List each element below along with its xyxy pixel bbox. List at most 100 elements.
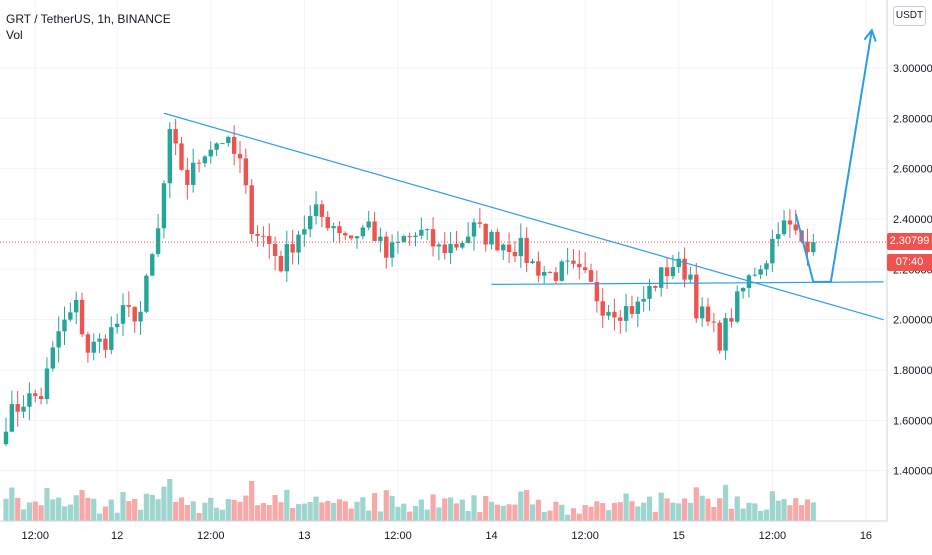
candle-body <box>366 221 371 228</box>
volume-indicator-label[interactable]: Vol <box>6 28 23 42</box>
volume-bar <box>775 500 781 521</box>
volume-bar <box>430 494 436 521</box>
candle-body <box>267 236 272 244</box>
candle-body <box>776 234 781 239</box>
candle-body <box>770 238 775 264</box>
volume-bar <box>746 502 752 521</box>
candle-body <box>261 235 266 237</box>
candle-body <box>717 322 722 351</box>
candle-body <box>44 368 50 400</box>
candle-body <box>237 153 243 159</box>
volume-bar <box>488 501 495 521</box>
trend-line-drawing <box>163 112 884 321</box>
candle-body <box>425 229 430 231</box>
candle-body <box>284 244 289 272</box>
candle-body <box>62 319 67 332</box>
candle-body <box>91 341 96 353</box>
candle-body <box>600 301 605 316</box>
volume-bar <box>804 499 811 521</box>
volume-bar <box>354 501 360 521</box>
candle-body <box>582 267 588 271</box>
volume-bar <box>85 497 91 521</box>
volume-bar <box>559 504 565 521</box>
volume-bar <box>73 495 79 521</box>
volume-bar <box>20 509 27 521</box>
volume-bar <box>149 494 155 521</box>
candle-body <box>442 244 447 254</box>
currency-badge[interactable]: USDT <box>893 6 926 26</box>
volume-bar <box>682 498 688 521</box>
volume-bar <box>225 499 231 521</box>
candle-body <box>565 260 570 262</box>
volume-bar <box>290 508 296 521</box>
candle-body <box>155 228 161 255</box>
volume-bar <box>740 508 746 521</box>
volume-bar <box>483 496 489 521</box>
candle-body <box>495 231 500 251</box>
y-tick-label: 2.60000 <box>893 164 932 176</box>
volume-bar <box>664 498 670 521</box>
candle-body <box>372 221 377 241</box>
candle-body <box>325 216 330 229</box>
candle-body <box>389 242 395 258</box>
candle-body <box>413 235 418 238</box>
volume-bar <box>260 503 266 521</box>
candle-body <box>588 270 594 282</box>
volume-bar <box>424 509 430 521</box>
candle-body <box>471 222 477 237</box>
volume-bar <box>670 502 676 521</box>
candle-body <box>688 274 693 280</box>
candle-body <box>319 204 325 217</box>
volume-bar <box>412 505 419 521</box>
volume-bar <box>553 501 559 521</box>
symbol-title[interactable]: GRT / TetherUS, 1h, BINANCE <box>6 12 171 26</box>
volume-bar <box>629 501 635 521</box>
volume-bar <box>541 511 547 521</box>
candle-body <box>167 129 172 184</box>
candle-body <box>705 306 711 322</box>
candle-body <box>384 236 389 258</box>
candle-body <box>308 216 313 230</box>
candle-body <box>255 234 260 236</box>
volume-bar <box>249 481 255 521</box>
volume-bar <box>565 514 571 521</box>
candle-body <box>56 331 61 348</box>
volume-bar <box>717 498 723 521</box>
candle-body <box>460 242 465 248</box>
volume-bar <box>529 504 536 521</box>
candle-body <box>144 275 149 312</box>
volume-bar <box>418 499 424 521</box>
candle-body <box>419 229 424 236</box>
candle-body <box>465 236 471 243</box>
y-tick-label: 2.40000 <box>893 214 932 226</box>
candle-body <box>120 305 126 324</box>
candle-body <box>542 271 547 276</box>
volume-bar <box>360 497 366 521</box>
volume-bar <box>401 503 407 521</box>
volume-bar <box>705 498 711 521</box>
volume-bar <box>61 506 68 521</box>
volume-bar <box>518 491 524 521</box>
volume-bar <box>711 507 717 521</box>
candle-body <box>489 231 494 245</box>
candle-body <box>79 299 85 335</box>
arrow-head <box>863 28 877 42</box>
volume-bar <box>769 491 775 521</box>
x-tick-label: 13 <box>298 530 310 542</box>
volume-bar <box>763 509 770 521</box>
candle-body <box>243 158 249 186</box>
bar-countdown-tag: 07:40 <box>887 254 932 271</box>
candle-body <box>214 143 219 150</box>
volume-bar <box>50 499 56 521</box>
candle-body <box>699 306 705 319</box>
candle-body <box>629 306 635 314</box>
candle-body <box>138 311 143 322</box>
candle-body <box>536 261 541 276</box>
volume-bar <box>26 502 32 521</box>
y-tick-label: 2.80000 <box>893 113 932 125</box>
volume-bar <box>582 504 588 521</box>
volume-bar <box>184 505 190 521</box>
candle-body <box>313 204 319 217</box>
